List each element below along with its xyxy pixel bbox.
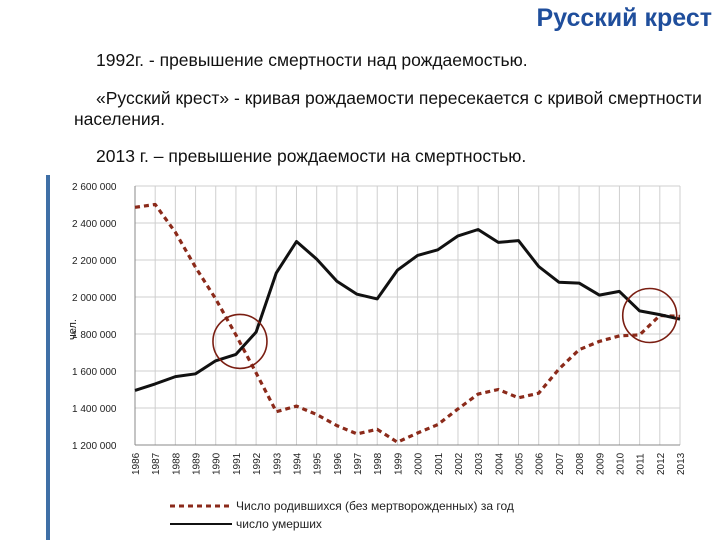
x-tick-label: 2006 (535, 452, 546, 475)
legend-label-deaths: число умерших (236, 517, 322, 531)
crossing-circle-2013 (621, 287, 678, 344)
y-tick-label: 2 600 000 (72, 182, 117, 193)
x-tick-label: 2004 (494, 452, 505, 475)
y-tick-label: 1 400 000 (72, 404, 117, 415)
births-series-line (134, 202, 681, 444)
series (134, 202, 681, 444)
x-tick-label: 2007 (555, 452, 566, 475)
x-tick-label: 1993 (272, 452, 283, 475)
grid (134, 185, 681, 446)
y-tick-label: 1 600 000 (72, 367, 117, 378)
bullet-2013: 2013 г. – превышение рождаемости на смер… (96, 146, 527, 166)
slide-title: Русский крест (536, 4, 712, 32)
bullet-1992: 1992г. - превышение смертности над рожда… (96, 50, 528, 70)
legend-label-births: Число родившихся (без мертворожденных) з… (236, 499, 514, 513)
x-tick-label: 1995 (313, 452, 324, 475)
x-tick-label: 1998 (373, 452, 384, 475)
x-tick-label: 1999 (393, 452, 404, 475)
legend: Число родившихся (без мертворожденных) з… (170, 499, 514, 531)
x-tick-label: 1988 (171, 452, 182, 475)
x-tick-label: 2005 (515, 452, 526, 475)
bullet-russian-cross: «Русский крест» - кривая рождаемости пер… (74, 88, 702, 129)
x-tick-label: 1986 (131, 452, 142, 475)
y-axis-label: чел. (67, 319, 79, 340)
y-axis-ticks: 1 200 000 1 400 000 1 600 000 1 800 000 2 00… (72, 182, 117, 452)
x-tick-label: 2012 (656, 452, 667, 475)
x-tick-label: 2009 (595, 452, 606, 475)
x-tick-label: 2010 (615, 452, 626, 475)
y-tick-label: 1 200 000 (72, 441, 117, 452)
x-axis-ticks: 1986 1987 1988 1989 1990 1991 1992 1993 1994 1995… (131, 452, 687, 475)
y-tick-label: 1 800 000 (72, 330, 117, 341)
x-tick-label: 2008 (575, 452, 586, 475)
y-tick-label: 2 000 000 (72, 293, 117, 304)
x-tick-label: 1994 (292, 452, 303, 475)
x-tick-label: 1991 (232, 452, 243, 475)
x-tick-label: 1987 (151, 452, 162, 475)
deaths-series-line (134, 228, 681, 392)
x-tick-label: 2013 (676, 452, 687, 475)
x-tick-label: 1992 (252, 452, 263, 475)
y-tick-label: 2 200 000 (72, 256, 117, 267)
x-tick-label: 2000 (414, 452, 425, 475)
annotations (212, 287, 678, 370)
x-tick-label: 2002 (454, 452, 465, 475)
x-tick-label: 1989 (192, 452, 203, 475)
x-tick-label: 1990 (212, 452, 223, 475)
x-tick-label: 1996 (333, 452, 344, 475)
x-tick-label: 1997 (353, 452, 364, 475)
x-tick-label: 2011 (636, 453, 647, 475)
x-tick-label: 2003 (474, 452, 485, 475)
x-tick-label: 2001 (434, 452, 445, 475)
left-accent-bar (46, 175, 50, 540)
y-tick-label: 2 400 000 (72, 219, 117, 230)
crossing-circle-1992 (212, 313, 268, 370)
